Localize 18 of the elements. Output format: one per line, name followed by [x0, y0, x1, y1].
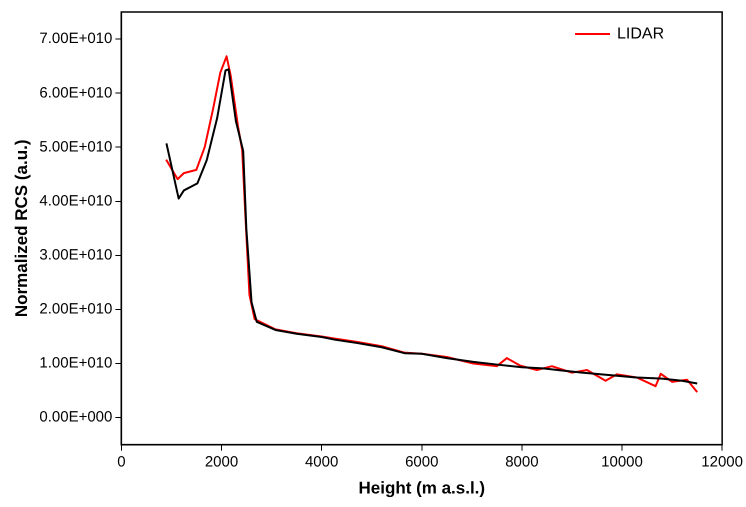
- x-tick-label: 4000: [304, 454, 338, 471]
- y-tick-label: 0.00E+000: [39, 408, 112, 426]
- x-tick-label: 0: [117, 454, 126, 471]
- y-tick-label: 5.00E+010: [39, 138, 112, 156]
- y-tick-label: 6.00E+010: [39, 84, 112, 102]
- x-tick-label: 10000: [601, 454, 643, 471]
- legend-label: LIDAR: [617, 25, 664, 42]
- y-tick-label: 3.00E+010: [39, 246, 112, 264]
- y-tick-label: 1.00E+010: [39, 354, 112, 372]
- x-tick-label: 12000: [701, 454, 744, 471]
- x-axis-title: Height (m a.s.l.): [358, 478, 486, 498]
- y-tick-label: 4.00E+010: [39, 192, 112, 210]
- y-tick-label: 7.00E+010: [39, 30, 112, 48]
- y-tick-label: 2.00E+010: [39, 300, 112, 318]
- x-tick-label: 8000: [505, 454, 539, 471]
- x-tick-label: 2000: [204, 454, 238, 471]
- x-tick-label: 6000: [405, 454, 438, 471]
- y-axis-title: Normalized RCS (a.u.): [12, 140, 31, 318]
